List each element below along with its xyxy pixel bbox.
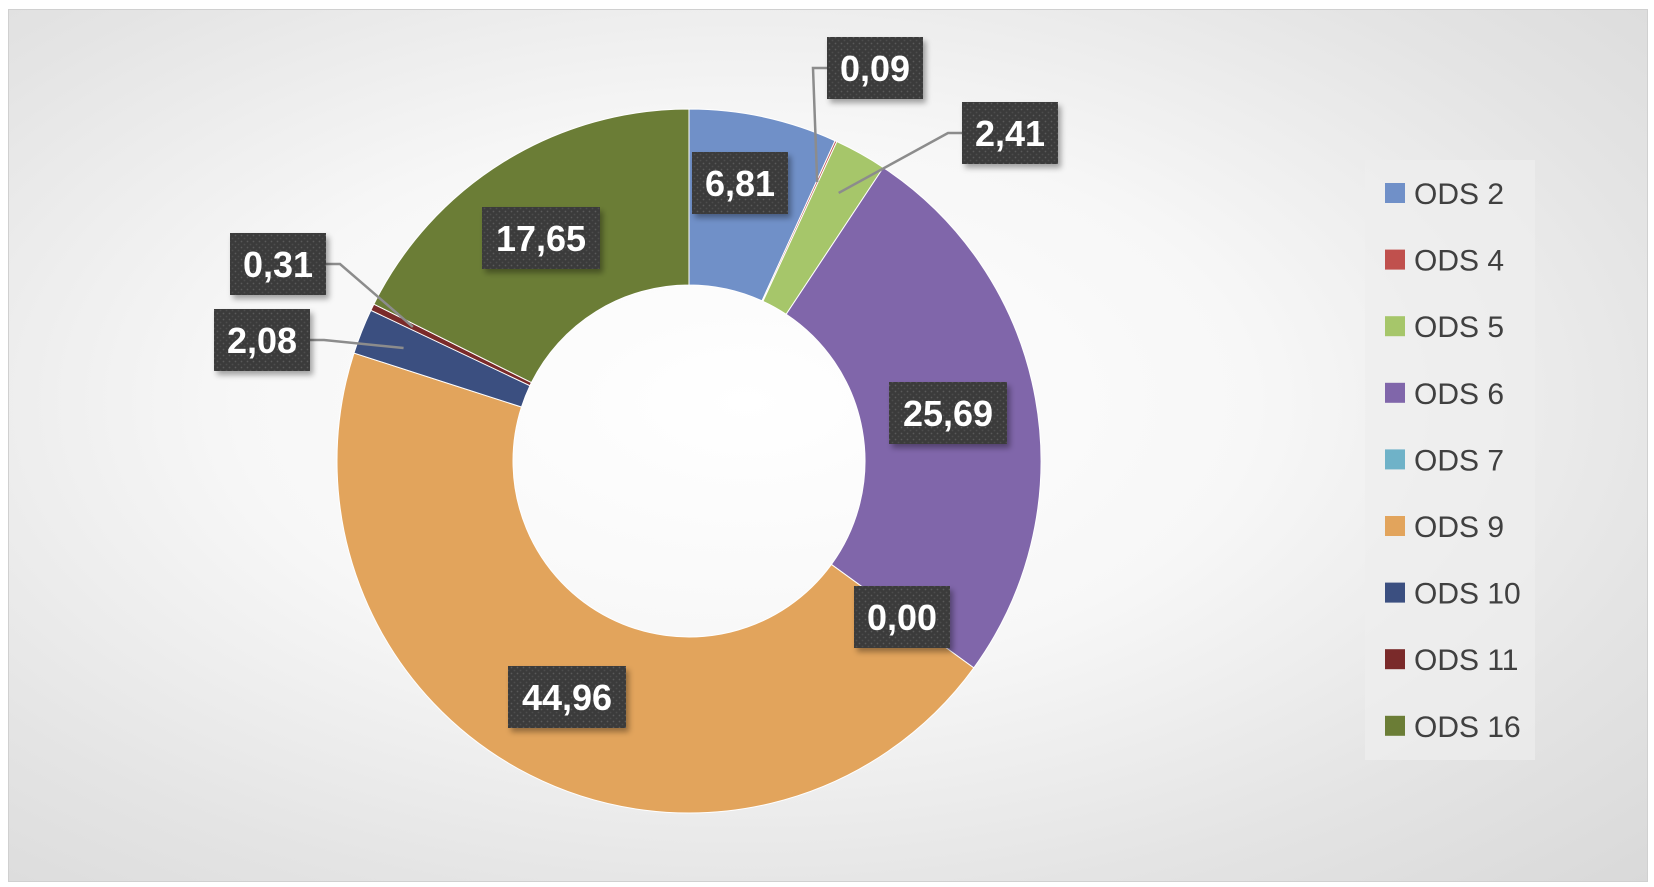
data-label-text: 0,31 [243, 244, 313, 285]
data-label-box [230, 233, 326, 295]
data-label-ods-2: 6,81 [692, 152, 788, 214]
legend-label: ODS 11 [1414, 644, 1519, 677]
data-label-text: 0,09 [840, 48, 910, 89]
legend-label: ODS 9 [1414, 511, 1504, 544]
legend-label: ODS 7 [1414, 444, 1504, 477]
data-label-text: 25,69 [903, 393, 993, 434]
data-labels-group: 6,81 0,09 2,41 25,69 0,00 44,96 2,08 0,31 17,65 [214, 37, 1058, 728]
legend-item-ods-2: ODS 2 [1385, 178, 1504, 211]
legend-item-ods-7: ODS 7 [1385, 444, 1504, 477]
legend-label: ODS 4 [1414, 245, 1504, 278]
legend-swatch [1385, 715, 1405, 736]
data-label-ods-6: 25,69 [889, 382, 1007, 444]
data-label-ods-16: 17,65 [482, 207, 600, 269]
legend-label: ODS 5 [1414, 311, 1504, 344]
data-label-box [508, 666, 626, 728]
leader-line-ods-5 [838, 131, 962, 195]
legend-swatch [1385, 516, 1405, 536]
data-label-ods-5: 2,41 [962, 102, 1058, 164]
data-label-box [214, 309, 310, 371]
data-label-box [889, 382, 1007, 444]
legend-swatch [1385, 649, 1405, 670]
data-label-text: 17,65 [496, 218, 586, 259]
data-label-box [827, 37, 923, 99]
legend-label: ODS 10 [1414, 578, 1521, 611]
data-label-ods-11: 0,31 [230, 233, 326, 295]
data-label-ods-10: 2,08 [214, 309, 310, 371]
data-label-text: 0,00 [867, 597, 937, 638]
data-label-box [962, 102, 1058, 164]
data-label-text: 6,81 [705, 163, 775, 204]
slice-ods-9 [336, 352, 975, 814]
data-label-ods-9: 44,96 [508, 666, 626, 728]
legend-label: ODS 16 [1414, 711, 1521, 744]
data-label-text: 2,41 [975, 113, 1045, 154]
legend-item-ods-10: ODS 10 [1385, 578, 1521, 611]
legend-swatch [1385, 316, 1405, 337]
legend-item-ods-5: ODS 5 [1385, 311, 1504, 344]
legend-swatch [1385, 382, 1405, 403]
legend-item-ods-4: ODS 4 [1385, 245, 1504, 278]
legend-item-ods-9: ODS 9 [1385, 511, 1504, 544]
legend-label: ODS 6 [1414, 378, 1504, 411]
slices-group [336, 108, 1042, 814]
legend-swatch [1385, 249, 1405, 270]
data-label-text: 44,96 [522, 677, 612, 718]
legend: ODS 2 ODS 4 ODS 5 ODS 6 ODS 7 ODS 9 ODS 10 ODS … [1365, 160, 1535, 760]
legend-label: ODS 2 [1414, 178, 1504, 211]
data-label-box [692, 152, 788, 214]
legend-item-ods-6: ODS 6 [1385, 378, 1504, 411]
data-label-text: 2,08 [227, 320, 297, 361]
data-label-box [482, 207, 600, 269]
leader-lines-group [310, 66, 962, 350]
leader-line-ods-11 [326, 262, 414, 328]
data-label-ods-7: 0,00 [854, 586, 950, 648]
data-label-box [854, 586, 950, 648]
legend-item-ods-16: ODS 16 [1385, 711, 1521, 744]
data-label-ods-4: 0,09 [827, 37, 923, 99]
leader-line-ods-10 [310, 338, 404, 350]
legend-swatch [1385, 183, 1405, 203]
leader-line-ods-4 [811, 66, 827, 183]
legend-swatch [1385, 449, 1405, 470]
legend-swatch [1385, 582, 1405, 603]
legend-item-ods-11: ODS 11 [1385, 644, 1519, 677]
